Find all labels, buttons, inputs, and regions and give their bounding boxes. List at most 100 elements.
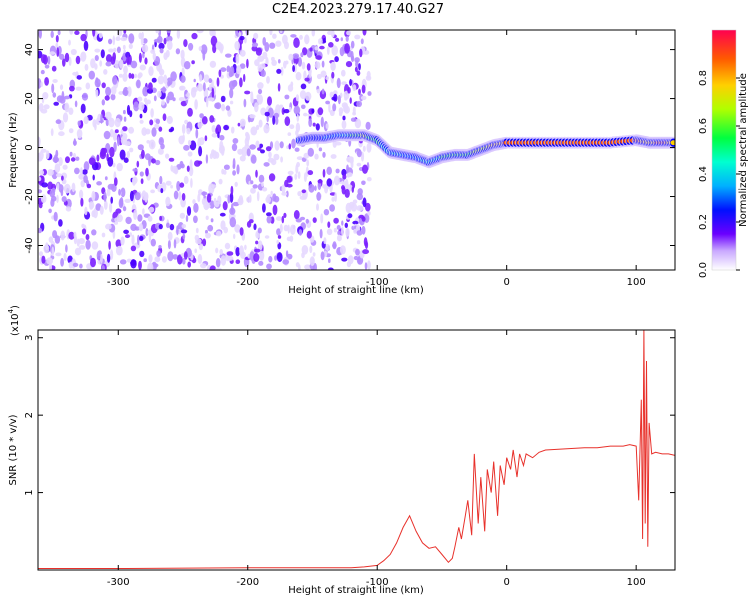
noise-speckle <box>250 154 257 164</box>
noise-speckle <box>95 89 99 98</box>
noise-speckle <box>191 60 195 65</box>
noise-speckle <box>180 75 186 83</box>
noise-speckle <box>133 101 140 112</box>
noise-speckle <box>173 239 177 249</box>
noise-speckle <box>187 261 191 268</box>
noise-speckle <box>311 108 315 114</box>
noise-speckle <box>138 102 145 111</box>
noise-speckle <box>195 238 202 245</box>
noise-speckle <box>147 262 154 270</box>
noise-speckle <box>78 245 86 250</box>
noise-speckle <box>170 71 177 82</box>
spectrogram-y-tick-label: 0 <box>24 144 35 150</box>
noise-speckle <box>106 188 111 197</box>
noise-speckle <box>317 181 322 191</box>
noise-speckle <box>100 113 103 124</box>
noise-speckle <box>165 153 170 159</box>
snr-y-axis: 1 2 3 <box>24 335 675 496</box>
noise-speckle <box>99 253 103 264</box>
noise-speckle <box>234 181 238 187</box>
noise-speckle <box>271 56 275 62</box>
noise-speckle <box>244 244 247 250</box>
noise-speckle <box>276 252 283 263</box>
noise-speckle <box>314 185 317 191</box>
noise-speckle <box>109 202 113 213</box>
noise-speckle <box>170 184 174 189</box>
noise-speckle <box>146 140 150 144</box>
noise-speckle <box>68 56 72 66</box>
noise-speckle <box>80 103 86 114</box>
noise-speckle <box>250 180 254 185</box>
noise-speckle <box>138 32 142 40</box>
noise-speckle <box>308 183 315 193</box>
noise-speckle <box>69 30 74 35</box>
noise-speckle <box>84 206 88 216</box>
noise-speckle <box>246 58 249 69</box>
noise-speckle <box>108 48 114 53</box>
noise-speckle <box>274 255 278 261</box>
noise-speckle <box>282 259 290 265</box>
noise-speckle <box>312 252 316 257</box>
noise-speckle <box>180 100 188 107</box>
noise-speckle <box>48 208 52 214</box>
noise-speckle <box>216 230 222 237</box>
noise-speckle <box>229 217 237 228</box>
noise-speckle <box>187 139 192 146</box>
spectrogram-y-axis: -40 -20 0 20 40 <box>24 43 675 254</box>
noise-speckle <box>318 147 323 152</box>
noise-speckle <box>232 79 238 87</box>
noise-speckle <box>211 125 216 133</box>
noise-speckle <box>108 240 111 250</box>
noise-speckle <box>329 109 335 117</box>
noise-speckle <box>296 161 300 168</box>
noise-speckle <box>188 42 194 51</box>
noise-speckle <box>110 249 114 260</box>
snr-series-line <box>38 330 675 569</box>
noise-speckle <box>335 168 340 174</box>
noise-speckle <box>218 178 223 185</box>
noise-speckle <box>156 250 161 257</box>
noise-speckle <box>141 192 145 197</box>
noise-speckle <box>266 263 272 270</box>
noise-speckle <box>119 149 126 160</box>
noise-speckle <box>280 156 283 163</box>
noise-speckle <box>88 70 96 80</box>
noise-speckle <box>239 35 245 41</box>
noise-speckle <box>148 156 151 167</box>
noise-speckle <box>291 138 296 149</box>
noise-speckle <box>118 91 124 95</box>
noise-speckle <box>167 251 174 262</box>
noise-speckle <box>74 167 80 175</box>
noise-speckle <box>84 63 89 71</box>
noise-speckle <box>108 38 113 45</box>
noise-speckle <box>155 30 160 34</box>
noise-speckle <box>360 95 367 101</box>
noise-speckle <box>154 123 160 129</box>
noise-speckle <box>338 107 344 115</box>
noise-speckle <box>255 124 260 131</box>
noise-speckle <box>183 39 188 48</box>
noise-speckle <box>335 37 340 42</box>
colorbar-tick-label: 0.2 <box>698 214 709 230</box>
snr-y-tick-label: 1 <box>24 489 35 495</box>
noise-speckle <box>51 65 57 72</box>
noise-speckle <box>130 73 135 79</box>
noise-speckle <box>336 234 342 242</box>
noise-speckle <box>115 36 121 41</box>
noise-speckle <box>344 179 349 190</box>
noise-speckle <box>263 162 270 167</box>
noise-speckle <box>105 61 112 67</box>
noise-speckle <box>316 203 319 211</box>
noise-speckle <box>257 82 264 90</box>
noise-speckle <box>148 66 154 77</box>
noise-speckle <box>136 79 141 89</box>
noise-speckle <box>186 165 190 172</box>
noise-speckle <box>110 93 116 101</box>
noise-speckle <box>259 250 265 261</box>
noise-speckle <box>267 96 272 106</box>
noise-speckle <box>138 223 144 232</box>
noise-speckle <box>151 158 156 164</box>
noise-speckle <box>243 98 247 108</box>
noise-speckle <box>133 209 138 220</box>
noise-speckle <box>148 82 153 91</box>
